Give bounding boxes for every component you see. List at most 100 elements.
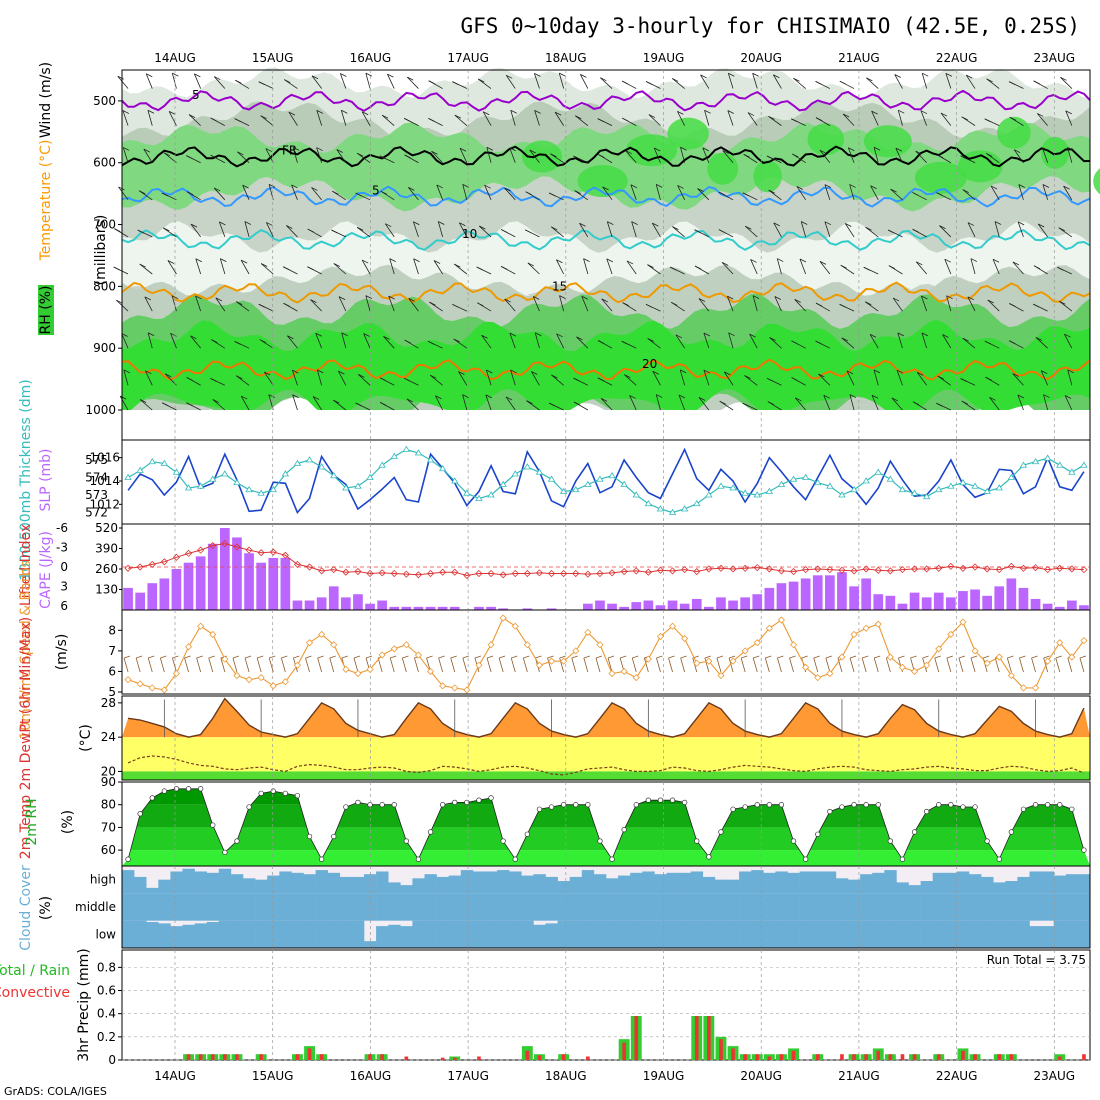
cape-bar — [1067, 600, 1077, 610]
wind-barb — [167, 260, 177, 275]
wind-barb-10m — [861, 657, 867, 673]
wind-barb-flag — [703, 369, 711, 374]
thickness-point — [330, 471, 338, 479]
wind-barb — [600, 398, 613, 411]
wind-barb-flag — [478, 78, 485, 83]
cloud-bar — [230, 893, 244, 921]
wind-barb-flag — [815, 81, 822, 85]
wind-barb — [462, 394, 468, 411]
wind-barb — [534, 110, 540, 126]
thickness-point — [209, 475, 217, 482]
rh-point — [863, 802, 869, 808]
cloud-bar — [303, 874, 316, 894]
wind-barb-flag — [863, 266, 870, 271]
cloud-bar — [702, 920, 716, 948]
wind-speed-point — [1031, 684, 1040, 692]
upper-below-surface — [122, 410, 1090, 440]
wind-barb-flag — [888, 265, 896, 269]
wind-barb — [260, 115, 274, 126]
cloud-bar — [243, 878, 256, 894]
precip-conv-bar — [852, 1054, 856, 1060]
cloud-bar — [158, 893, 171, 921]
wind-barb — [723, 371, 734, 386]
cape-bar — [207, 543, 218, 610]
wind-barb-flag — [237, 151, 244, 156]
wind-barb — [602, 186, 613, 201]
cloud-bar — [339, 893, 353, 921]
wind-barb — [897, 110, 903, 126]
lifted-tick-label: 3 — [60, 580, 68, 594]
wind-barb — [263, 371, 274, 386]
wind-speed-point — [511, 622, 519, 630]
wind-speed-point — [414, 651, 423, 659]
rh-point — [137, 811, 143, 817]
lifted-point — [693, 567, 701, 576]
wind-barb-10m — [692, 657, 698, 673]
precip-conv-bar — [561, 1054, 566, 1060]
wind-barb-flag — [624, 374, 631, 378]
cape-bar — [595, 600, 605, 610]
cloud-bar — [388, 924, 401, 948]
wind-barb-flag — [621, 340, 629, 345]
wind-barb — [824, 184, 831, 200]
wind-barb — [237, 151, 250, 164]
wind-barb-flag — [336, 149, 343, 153]
wind-barb — [865, 226, 879, 238]
precip-conv-bar — [477, 1056, 481, 1060]
cloud-bar — [969, 920, 982, 948]
wind-barb-flag — [625, 150, 632, 155]
wind-barb — [265, 148, 274, 163]
wind-barb — [677, 185, 686, 200]
lifted-point — [862, 565, 870, 573]
rh-legend-swatch — [38, 285, 54, 335]
date-label-top: 16AUG — [350, 51, 392, 65]
cloud-bar — [799, 893, 812, 921]
thickness-point — [874, 468, 882, 475]
wind-barb-flag — [123, 147, 130, 151]
wind-barb-flag — [1038, 223, 1045, 228]
wind-speed-point — [523, 641, 531, 649]
cape-bar — [631, 602, 642, 610]
wind-speed-point — [620, 667, 628, 676]
wind-barb — [1035, 337, 1048, 349]
thickness-point — [572, 485, 580, 493]
credit-label: GrADS: COLA/IGES — [4, 1085, 107, 1098]
cloud-bar — [666, 893, 679, 921]
wind-barb-flag — [622, 302, 629, 306]
rh-point — [246, 804, 252, 810]
rh-point — [452, 799, 458, 806]
lifted-point — [257, 549, 265, 557]
cloud-bar — [182, 924, 195, 948]
temp2m-axis-label: 2m Temp 2m DewPt (6hr Min/Max) — [18, 617, 34, 859]
thickness-point — [717, 482, 725, 489]
wind-barb-flag — [654, 147, 661, 152]
temp-tick-label: 28 — [101, 696, 116, 710]
wind-barb — [873, 147, 879, 163]
wind-barb-flag — [986, 78, 993, 83]
thickness-point — [995, 484, 1003, 491]
wind-barb — [122, 147, 129, 163]
wind-barb-flag — [462, 394, 469, 398]
wind-barb-10m-flag — [244, 655, 252, 659]
rh-point — [936, 802, 942, 808]
wind-barb-10m-flag — [353, 655, 361, 659]
lifted-tick-label: 0 — [60, 560, 68, 574]
wind-barb-flag — [791, 340, 798, 345]
wind-barb-flag — [990, 185, 998, 190]
cloud-bar — [969, 874, 982, 894]
wind-barb-flag — [404, 339, 411, 344]
cloud-bar — [763, 872, 776, 894]
wind-barb — [601, 298, 613, 312]
wind-barb-flag — [509, 332, 517, 337]
wind-barb — [338, 296, 347, 312]
lifted-point — [560, 569, 568, 578]
wind-barb-flag — [745, 225, 752, 230]
rh-point — [827, 808, 833, 815]
wind-barb — [171, 72, 177, 89]
wind-barb-flag — [307, 266, 314, 271]
wind-barb-flag — [960, 155, 967, 160]
cape-bar — [825, 575, 835, 610]
wind-barb — [383, 336, 395, 349]
cloud-bar — [848, 879, 861, 894]
